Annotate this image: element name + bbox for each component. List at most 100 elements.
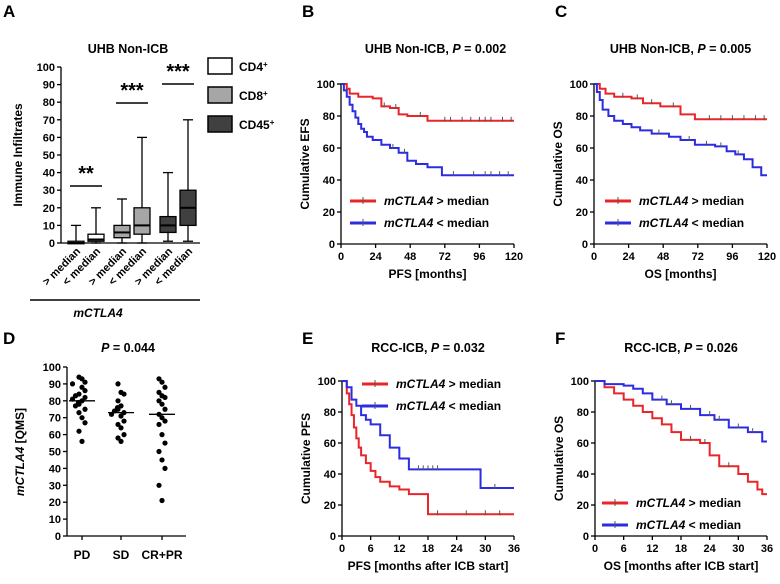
panel-e-xlabel: PFS [months after ICB start]: [348, 559, 509, 573]
panel-f-ytick-label: 20: [577, 500, 589, 512]
panel-d-group-2-point: [159, 415, 165, 421]
panel-b-ytick-label: 0: [329, 239, 335, 251]
panel-d-group-0-point: [82, 406, 88, 412]
panel-b-legend-0-label: mCTLA4 > median: [384, 194, 489, 208]
panel-c-ytick-label: 100: [570, 79, 588, 91]
panel-b-xtick-label: 0: [338, 251, 344, 263]
panel-d-ytick-label: 100: [43, 362, 61, 374]
panel-d-group-2-point: [159, 379, 165, 385]
panel-a-ytick-label: 20: [43, 203, 55, 215]
panel-a-legend-2-label: CD45+: [239, 118, 275, 133]
panel-a-legend-0-label: CD4+: [239, 60, 268, 75]
panel-c-legend-1-label: mCTLA4 < median: [639, 216, 744, 230]
panel-d-group-2-point: [159, 432, 165, 438]
panel-a-ytick-label: 100: [37, 62, 55, 74]
panel-e-ytick-label: 80: [324, 407, 336, 419]
panel-b-series-1-curve: [341, 83, 514, 177]
panel-c-xtick-label: 0: [591, 251, 597, 263]
panel-b-ytick-label: 40: [323, 175, 335, 187]
panel-f-xtick-label: 6: [621, 543, 627, 555]
panel-a-box-3: [133, 207, 151, 235]
panel-f-ylabel: Cumulative OS: [552, 416, 566, 501]
panel-b-xtick-label: 120: [505, 251, 523, 263]
panel-a-ytick-label: 70: [43, 115, 55, 127]
panel-d-group-2-point: [162, 384, 168, 390]
panel-a-ytick-label: 40: [43, 168, 55, 180]
panel-b-ylabel: Cumulative EFS: [298, 118, 312, 209]
panel-e-series-1-curve: [342, 380, 514, 489]
panel-e-xtick-label: 0: [339, 543, 345, 555]
panel-e-ytick-label: 0: [330, 531, 336, 543]
panel-a-ytick-label: 0: [49, 238, 55, 250]
panel-d-group-1-point: [121, 432, 127, 438]
panel-d-ytick-label: 70: [49, 413, 61, 425]
panel-d-group-2-point: [156, 389, 162, 395]
panel-c-ytick-label: 20: [576, 207, 588, 219]
panel-b-xtick-label: 96: [473, 251, 485, 263]
panel-f-ytick-label: 40: [577, 469, 589, 481]
panel-f-xtick-label: 36: [761, 543, 773, 555]
panel-f-legend-0-label: mCTLA4 > median: [636, 496, 741, 510]
panel-letter-c: C: [555, 2, 567, 21]
panel-a-ylabel: Immune Infiltrates: [11, 103, 25, 207]
panel-e-ytick-label: 100: [318, 376, 336, 388]
panel-f-xtick-label: 30: [732, 543, 744, 555]
panel-b-xtick-label: 24: [369, 251, 382, 263]
panel-c-series-1-curve: [594, 83, 767, 177]
panel-c-xtick-label: 96: [726, 251, 738, 263]
panel-d-ytick-label: 10: [49, 514, 61, 526]
panel-c-xtick-label: 120: [758, 251, 776, 263]
panel-c-title: UHB Non-ICB, P = 0.005: [610, 42, 751, 56]
panel-d-xtick-label: SD: [113, 548, 130, 562]
panel-c-series-0-curve: [594, 83, 767, 121]
panel-a-sig-2-label: ***: [166, 61, 190, 83]
panel-d-group-1-point: [121, 418, 127, 424]
panel-c-xtick-label: 72: [692, 251, 704, 263]
panel-e-xtick-label: 36: [508, 543, 520, 555]
panel-d-group-2-point: [162, 394, 168, 401]
panel-c-xtick-label: 48: [657, 251, 669, 263]
panel-f-title: RCC-ICB, P = 0.026: [624, 341, 738, 355]
panel-c-ytick-label: 0: [582, 239, 588, 251]
panel-f-xtick-label: 18: [675, 543, 687, 555]
panel-d-group-1-point: [118, 438, 124, 444]
panel-c-ytick-label: 40: [576, 175, 588, 187]
panel-a-sig-1-label: ***: [120, 80, 144, 102]
panel-a-ytick-label: 30: [43, 185, 55, 197]
panel-a-box-1: [87, 233, 105, 242]
panel-a-ytick-label: 10: [43, 220, 55, 232]
panel-d-group-2-point: [159, 457, 165, 463]
panel-d-group-0-point: [82, 388, 88, 394]
panel-f-xlabel: OS [months after ICB start]: [604, 559, 759, 573]
panel-a-group-label: mCTLA4: [73, 306, 123, 320]
panel-d-group-0-point: [69, 381, 76, 387]
panel-f-ytick-label: 60: [577, 438, 589, 450]
panel-d-group-0-point: [79, 415, 85, 421]
panel-d-ytick-label: 80: [49, 396, 61, 408]
panel-e-legend-0-label: mCTLA4 > median: [396, 377, 501, 391]
panel-a-legend-0-swatch: [207, 57, 233, 75]
panel-e-series-0-curve: [342, 380, 514, 516]
panel-e-xtick-label: 30: [479, 543, 491, 555]
panel-f-series-0-curve: [595, 380, 767, 496]
panel-b-xtick-label: 72: [439, 251, 451, 263]
panel-f-xtick-label: 0: [592, 543, 598, 555]
panel-d-ytick-label: 30: [49, 480, 61, 492]
panel-a-sig-0-label: **: [78, 163, 94, 185]
panel-c-legend-0-label: mCTLA4 > median: [639, 194, 744, 208]
panel-d-group-2-point: [156, 421, 162, 428]
panel-a-title: UHB Non-ICB: [88, 42, 169, 56]
panel-f-xtick-label: 12: [646, 543, 658, 555]
panel-d-ytick-label: 0: [55, 531, 61, 543]
panel-d-group-2-point: [162, 465, 168, 471]
panel-d-group-1-point: [115, 421, 121, 428]
panel-d-ytick-label: 60: [49, 430, 61, 442]
panel-b-legend-1-label: mCTLA4 < median: [384, 216, 489, 230]
panel-d-group-2-point: [159, 401, 165, 407]
panel-d-ytick-label: 20: [49, 497, 61, 509]
panel-letter-a: A: [3, 2, 15, 21]
panel-d-group-2-point: [162, 406, 168, 412]
panel-d-xtick-label: PD: [74, 548, 91, 562]
panel-e-xtick-label: 12: [393, 543, 405, 555]
